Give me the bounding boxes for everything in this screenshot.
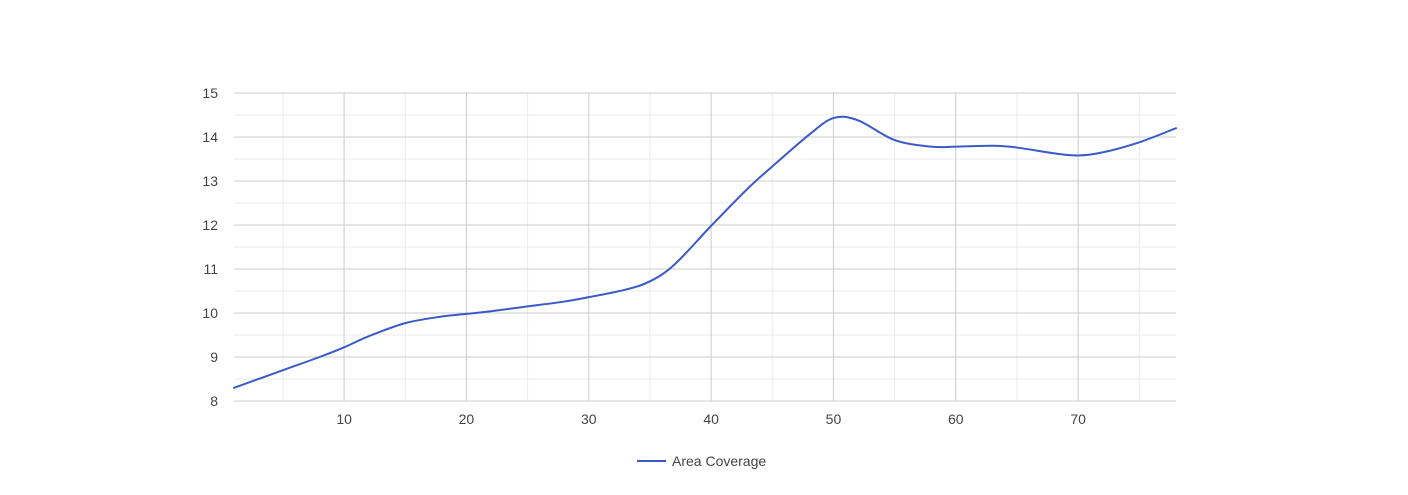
y-axis-tick-labels: 8 9 10 11 12 13 14 15 bbox=[202, 85, 218, 409]
minor-gridlines bbox=[234, 93, 1176, 401]
legend[interactable]: Area Coverage bbox=[637, 453, 766, 469]
x-tick-label: 10 bbox=[336, 411, 352, 427]
x-tick-label: 40 bbox=[703, 411, 719, 427]
y-tick-label: 11 bbox=[203, 261, 218, 277]
x-tick-label: 50 bbox=[826, 411, 842, 427]
x-tick-label: 30 bbox=[581, 411, 597, 427]
major-gridlines bbox=[234, 92, 1176, 402]
x-tick-label: 60 bbox=[948, 411, 964, 427]
y-tick-label: 15 bbox=[202, 85, 218, 101]
x-tick-label: 20 bbox=[459, 411, 475, 427]
y-tick-label: 10 bbox=[202, 305, 218, 321]
y-tick-label: 9 bbox=[210, 349, 218, 365]
series-line-area-coverage[interactable] bbox=[233, 115, 1177, 389]
x-axis-tick-labels: 10 20 30 40 50 60 70 bbox=[336, 411, 1086, 427]
series-layer bbox=[233, 115, 1177, 389]
y-tick-label: 13 bbox=[202, 173, 218, 189]
y-tick-label: 14 bbox=[202, 129, 218, 145]
y-tick-label: 8 bbox=[210, 393, 218, 409]
legend-label: Area Coverage bbox=[672, 453, 766, 469]
y-tick-label: 12 bbox=[202, 217, 218, 233]
x-tick-label: 70 bbox=[1070, 411, 1086, 427]
